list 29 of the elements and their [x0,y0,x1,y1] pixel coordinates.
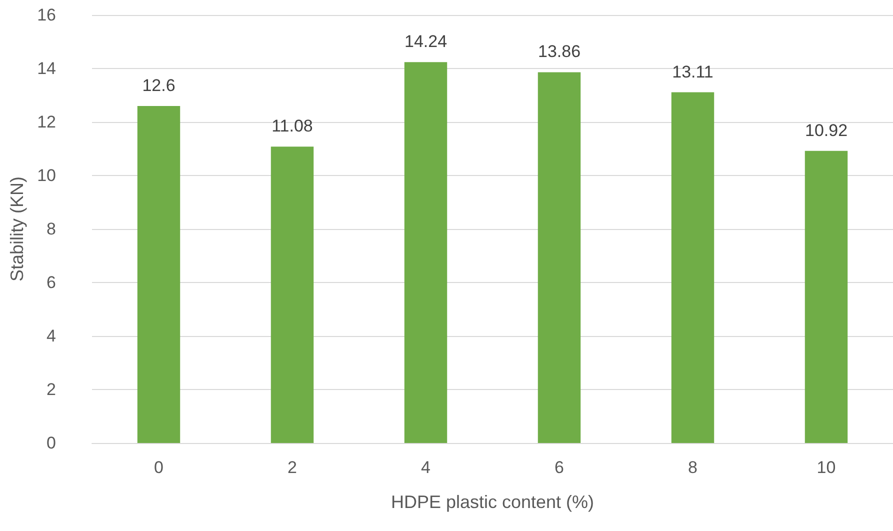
data-label: 12.6 [142,76,176,95]
bar [137,106,180,443]
y-tick-label: 4 [46,326,56,346]
y-tick-label: 16 [37,6,56,24]
y-tick-label: 6 [46,273,56,292]
x-tick-label: 0 [154,458,164,477]
y-axis-title: Stability (KN) [7,176,28,282]
data-label: 10.92 [804,120,848,140]
y-tick-label: 14 [37,59,56,78]
x-tick-label: 10 [816,458,836,477]
bar [270,146,314,443]
data-label: 11.08 [272,116,313,136]
y-tick-label: 8 [46,220,56,238]
x-tick-label: 2 [288,458,297,477]
data-label: 13.86 [538,42,581,62]
bar [671,92,714,443]
bar [538,72,581,443]
x-tick-label: 4 [421,458,430,477]
y-tick-label: 0 [46,434,56,452]
x-tick-label: 8 [688,458,698,477]
bar [404,62,448,443]
y-tick-label: 10 [37,166,56,185]
x-tick-label: 6 [554,458,564,477]
data-label: 13.11 [672,62,714,82]
y-tick-label: 12 [37,112,56,132]
data-label: 14.24 [404,32,448,52]
y-tick-label: 2 [46,380,56,399]
x-axis-title: HDPE plastic content (%) [390,492,594,512]
bar [804,150,848,443]
